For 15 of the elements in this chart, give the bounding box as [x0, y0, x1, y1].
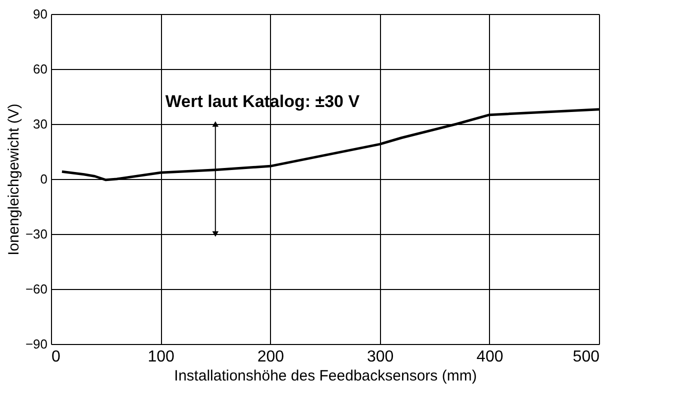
x-tick-label: 0 [52, 348, 60, 366]
x-tick-label: 500 [572, 348, 600, 366]
y-tick-label: 90 [33, 6, 48, 22]
x-tick-label: 400 [476, 348, 504, 366]
y-tick-label: −30 [25, 226, 48, 242]
x-axis-title: Installationshöhe des Feedbacksensors (mm) [174, 368, 477, 384]
y-tick-label: 60 [33, 62, 48, 76]
y-tick-label: −90 [25, 336, 48, 352]
x-tick-label: 300 [366, 348, 394, 366]
y-tick-label: 30 [33, 116, 48, 132]
x-tick-label: 200 [257, 348, 284, 366]
y-tick-label: −60 [25, 282, 48, 296]
x-tick-label: 100 [148, 348, 175, 366]
y-axis-title: Ionengleichgewicht (V) [5, 104, 22, 256]
y-tick-label: 0 [40, 172, 48, 186]
